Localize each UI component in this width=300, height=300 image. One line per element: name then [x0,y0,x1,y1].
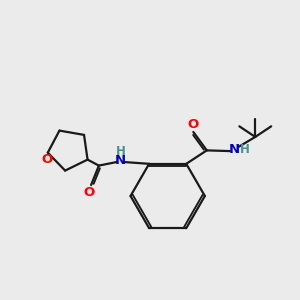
Text: O: O [187,118,198,131]
Text: H: H [240,143,250,156]
Text: O: O [41,153,53,166]
Text: N: N [115,154,126,167]
Text: N: N [229,143,240,156]
Text: H: H [116,145,126,158]
Text: O: O [84,186,95,199]
